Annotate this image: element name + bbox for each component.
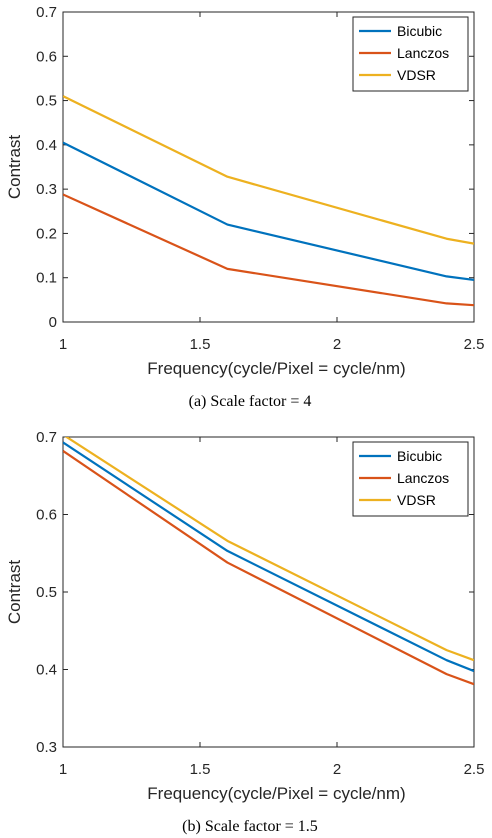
- series-line-bicubic: [63, 141, 474, 282]
- y-tick-label: 0.6: [36, 507, 57, 524]
- y-tick-label: 0.5: [36, 584, 57, 601]
- series-line-bicubic: [63, 441, 474, 673]
- y-tick-label: 0.5: [36, 93, 57, 110]
- x-tick-label: 2.5: [464, 336, 485, 353]
- chart-a: 1 1.5 2 2.5 0 0.1 0.2 0.3 0.4 0.5 0.6 0.7 Bicubic Lan…: [5, 4, 484, 410]
- series-line-vdsr: [64, 437, 474, 662]
- x-axis-label: Frequency(cycle/Pixel = cycle/nm): [147, 359, 405, 378]
- x-tick-label: 1.5: [190, 761, 211, 778]
- y-tick-label: 0.4: [36, 137, 57, 154]
- figure-caption: (a) Scale factor = 4: [189, 393, 312, 410]
- x-tick-label: 2: [333, 336, 341, 353]
- figure-caption: (b) Scale factor = 1.5: [182, 818, 318, 835]
- chart-b: 1 1.5 2 2.5 0.3 0.4 0.5 0.6 0.7 Bicubic Lanczos VDS…: [5, 429, 484, 835]
- y-tick-label: 0: [49, 314, 57, 331]
- y-tick-label: 0.3: [36, 739, 57, 756]
- x-axis-label: Frequency(cycle/Pixel = cycle/nm): [147, 784, 405, 803]
- legend: Bicubic Lanczos VDSR: [352, 441, 469, 517]
- series-line-vdsr: [63, 95, 474, 245]
- legend-label: VDSR: [397, 492, 436, 508]
- x-tick-label: 2: [333, 761, 341, 778]
- x-tick-label: 1: [59, 761, 67, 778]
- legend-label: Bicubic: [397, 23, 442, 39]
- series-line-lanczos: [63, 450, 474, 686]
- y-tick-label: 0.7: [36, 429, 57, 446]
- series-line-lanczos: [63, 193, 474, 307]
- y-axis-label: Contrast: [5, 560, 24, 625]
- y-tick-label: 0.6: [36, 48, 57, 65]
- y-tick-label: 0.2: [36, 225, 57, 242]
- legend-label: VDSR: [397, 67, 436, 83]
- legend-label: Lanczos: [397, 45, 449, 61]
- legend: Bicubic Lanczos VDSR: [352, 16, 469, 92]
- y-tick-label: 0.1: [36, 270, 57, 287]
- x-tick-label: 2.5: [464, 761, 485, 778]
- y-tick-label: 0.7: [36, 4, 57, 21]
- legend-label: Bicubic: [397, 448, 442, 464]
- x-tick-label: 1.5: [190, 336, 211, 353]
- x-tick-label: 1: [59, 336, 67, 353]
- y-tick-label: 0.4: [36, 662, 57, 679]
- y-tick-label: 0.3: [36, 181, 57, 198]
- legend-label: Lanczos: [397, 470, 449, 486]
- y-axis-label: Contrast: [5, 135, 24, 200]
